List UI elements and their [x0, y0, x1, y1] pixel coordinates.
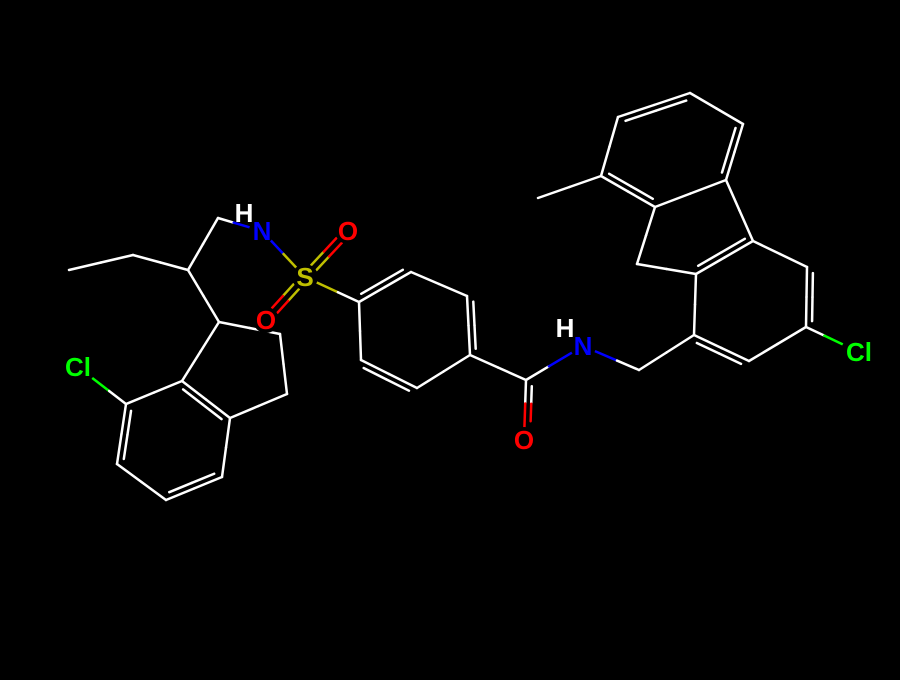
svg-text:N: N: [253, 216, 272, 246]
svg-text:H: H: [556, 313, 575, 343]
atom-cl: Cl: [60, 349, 96, 385]
atom-cl: Cl: [841, 334, 877, 370]
atom-o: O: [335, 216, 361, 246]
svg-text:O: O: [514, 425, 534, 455]
molecule-diagram: ClNHSOOONHCl: [0, 0, 900, 680]
atom-o: O: [253, 305, 279, 335]
svg-text:Cl: Cl: [846, 337, 872, 367]
svg-text:O: O: [338, 216, 358, 246]
svg-text:N: N: [574, 331, 593, 361]
svg-text:Cl: Cl: [65, 352, 91, 382]
svg-text:H: H: [235, 198, 254, 228]
atom-s: S: [292, 262, 318, 292]
atom-o: O: [511, 425, 537, 455]
atom-n: NH: [235, 198, 275, 246]
svg-text:O: O: [256, 305, 276, 335]
atom-n: NH: [556, 313, 596, 361]
svg-text:S: S: [296, 262, 313, 292]
